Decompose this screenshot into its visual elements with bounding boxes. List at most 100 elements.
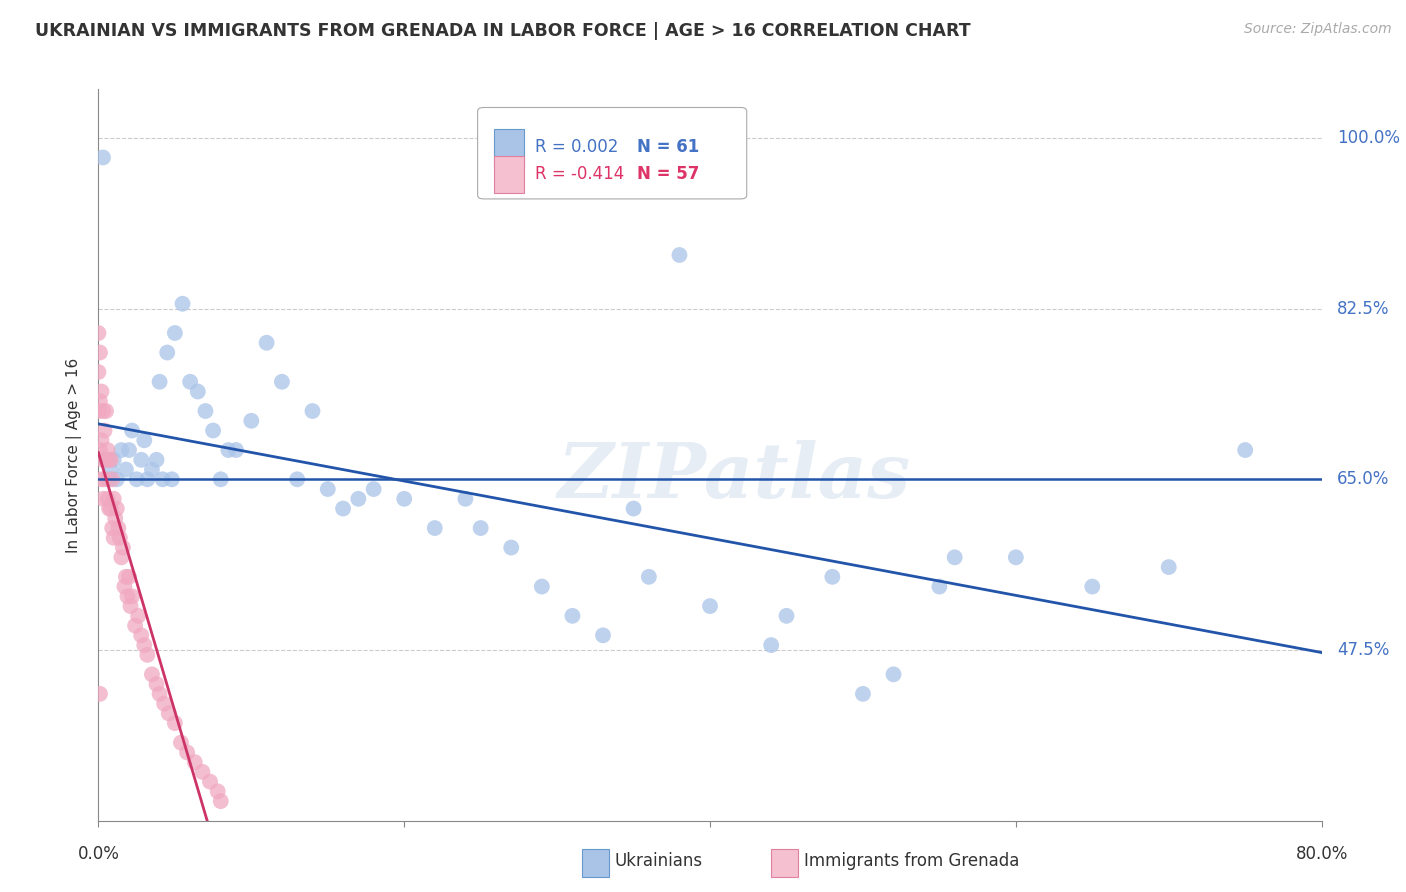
Point xyxy=(187,384,209,399)
Point xyxy=(928,580,950,594)
Point xyxy=(530,580,553,594)
Point xyxy=(94,404,117,418)
Point xyxy=(127,608,149,623)
Bar xyxy=(772,849,799,877)
Point xyxy=(423,521,446,535)
Point xyxy=(134,434,156,448)
Point xyxy=(194,404,217,418)
Text: ZIPatlas: ZIPatlas xyxy=(558,440,911,514)
Text: UKRAINIAN VS IMMIGRANTS FROM GRENADA IN LABOR FORCE | AGE > 16 CORRELATION CHART: UKRAINIAN VS IMMIGRANTS FROM GRENADA IN … xyxy=(35,22,970,40)
Point xyxy=(176,745,198,759)
Point xyxy=(91,404,114,418)
Point xyxy=(191,764,214,779)
Point xyxy=(883,667,905,681)
Point xyxy=(89,394,111,409)
Point xyxy=(101,521,124,535)
Point xyxy=(270,375,292,389)
Point xyxy=(93,424,115,438)
Point xyxy=(141,462,163,476)
Point xyxy=(115,570,138,584)
Point xyxy=(124,618,146,632)
Point xyxy=(100,501,122,516)
Point xyxy=(156,345,179,359)
Point xyxy=(592,628,614,642)
Point xyxy=(94,452,117,467)
Point xyxy=(623,501,645,516)
Point xyxy=(1234,443,1257,458)
Text: R = -0.414: R = -0.414 xyxy=(536,165,624,183)
Point xyxy=(153,697,176,711)
Point xyxy=(332,501,354,516)
Point xyxy=(89,687,111,701)
Point xyxy=(821,570,844,584)
Point xyxy=(198,774,221,789)
Point xyxy=(775,608,797,623)
Point xyxy=(98,501,121,516)
Point xyxy=(89,443,111,458)
Point xyxy=(363,482,385,496)
Point xyxy=(209,472,232,486)
Point xyxy=(90,434,112,448)
Point xyxy=(163,326,186,340)
FancyBboxPatch shape xyxy=(478,108,747,199)
Bar xyxy=(494,156,524,193)
Text: 47.5%: 47.5% xyxy=(1337,641,1389,659)
Point xyxy=(103,491,125,506)
Point xyxy=(170,736,193,750)
Point xyxy=(172,297,194,311)
Point xyxy=(1081,580,1104,594)
Point xyxy=(141,667,163,681)
Text: N = 57: N = 57 xyxy=(637,165,699,183)
Point xyxy=(470,521,492,535)
Point xyxy=(149,375,172,389)
Point xyxy=(157,706,180,721)
Point xyxy=(285,472,308,486)
Point xyxy=(392,491,416,506)
Point xyxy=(301,404,323,418)
Point xyxy=(184,755,207,769)
Point xyxy=(209,794,232,808)
Point xyxy=(1157,560,1180,574)
Bar xyxy=(582,849,609,877)
Point xyxy=(112,580,135,594)
Point xyxy=(91,491,114,506)
Text: 80.0%: 80.0% xyxy=(1295,845,1348,863)
Text: 65.0%: 65.0% xyxy=(1337,470,1389,488)
Point xyxy=(90,384,112,399)
Point xyxy=(87,326,110,340)
Text: N = 61: N = 61 xyxy=(637,138,699,156)
Point xyxy=(561,608,583,623)
Point xyxy=(115,462,138,476)
Point xyxy=(118,570,141,584)
Point xyxy=(91,151,114,165)
Point xyxy=(316,482,339,496)
Point xyxy=(108,531,131,545)
Point xyxy=(103,531,125,545)
Point xyxy=(97,443,120,458)
Point xyxy=(98,472,121,486)
Y-axis label: In Labor Force | Age > 16: In Labor Force | Age > 16 xyxy=(66,358,83,552)
Point xyxy=(98,452,121,467)
Point xyxy=(105,472,128,486)
Point xyxy=(129,452,152,467)
Point xyxy=(179,375,201,389)
Text: 82.5%: 82.5% xyxy=(1337,300,1389,318)
Point xyxy=(110,443,132,458)
Point xyxy=(101,472,124,486)
Point xyxy=(668,248,690,262)
Point xyxy=(110,550,132,565)
Point xyxy=(105,501,128,516)
Point xyxy=(136,472,159,486)
Point xyxy=(759,638,782,652)
Point xyxy=(90,472,112,486)
Text: Immigrants from Grenada: Immigrants from Grenada xyxy=(804,852,1019,870)
Point xyxy=(136,648,159,662)
Point xyxy=(91,452,114,467)
Point xyxy=(943,550,966,565)
Point xyxy=(125,472,148,486)
Point xyxy=(134,638,156,652)
Point xyxy=(207,784,229,798)
Point xyxy=(129,628,152,642)
Point xyxy=(145,452,167,467)
Point xyxy=(501,541,523,555)
